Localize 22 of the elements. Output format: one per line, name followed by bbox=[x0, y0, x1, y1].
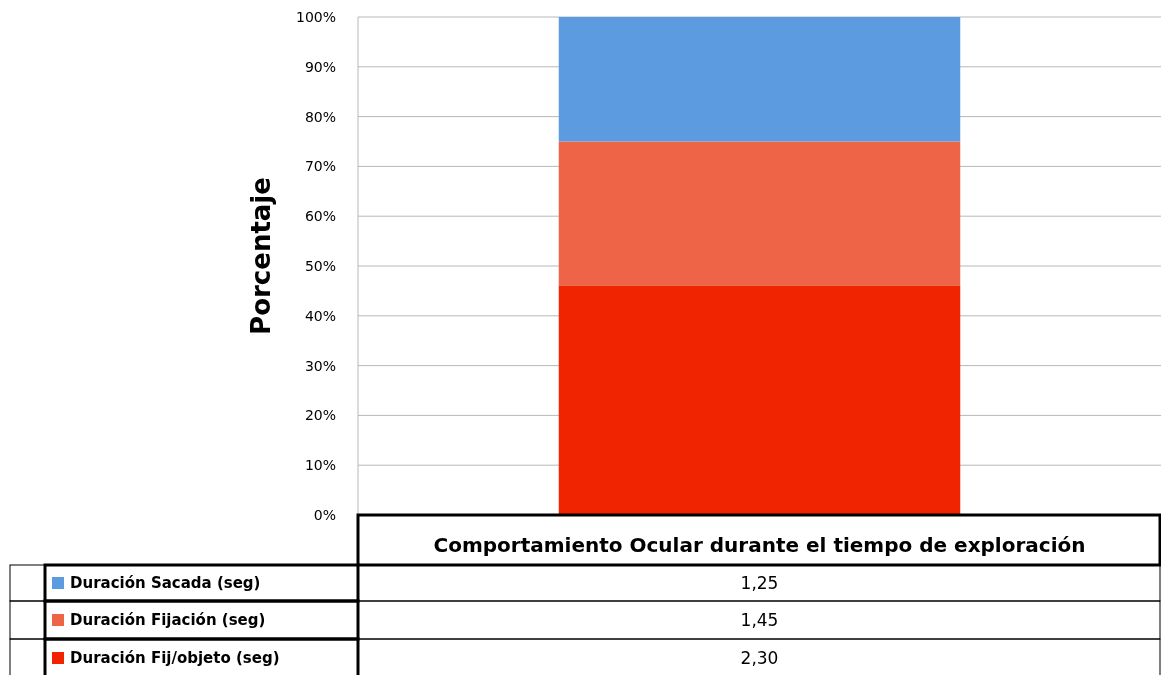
y-tick-label: 20% bbox=[304, 407, 336, 424]
y-tick-label: 80% bbox=[304, 108, 336, 125]
y-axis-title: Porcentaje bbox=[246, 177, 276, 335]
text: 1,45 bbox=[740, 609, 779, 630]
y-tick-label: 70% bbox=[304, 158, 336, 175]
bar bbox=[558, 285, 961, 515]
bar bbox=[558, 141, 961, 286]
bar bbox=[558, 17, 961, 142]
legend-label: Duración Fijación (seg) bbox=[70, 611, 266, 630]
y-tick-label: 60% bbox=[304, 208, 336, 225]
text: 2,30 bbox=[740, 647, 779, 668]
x-tick-label: Comportamiento Ocular durante el tiempo de exploración bbox=[433, 533, 1086, 557]
legend-label: Duración Sacada (seg) bbox=[70, 574, 261, 593]
y-tick-label: 0% bbox=[313, 506, 336, 523]
legend-label: Duración Fij/objeto (seg) bbox=[70, 649, 280, 668]
y-tick-label: 40% bbox=[304, 307, 336, 324]
y-tick-label: 100% bbox=[295, 8, 336, 25]
text: 1,25 bbox=[740, 572, 779, 593]
y-tick-label: 30% bbox=[304, 357, 336, 374]
y-tick-label: 90% bbox=[304, 58, 336, 75]
y-tick-label: 10% bbox=[304, 457, 336, 474]
y-tick-label: 50% bbox=[304, 257, 336, 274]
